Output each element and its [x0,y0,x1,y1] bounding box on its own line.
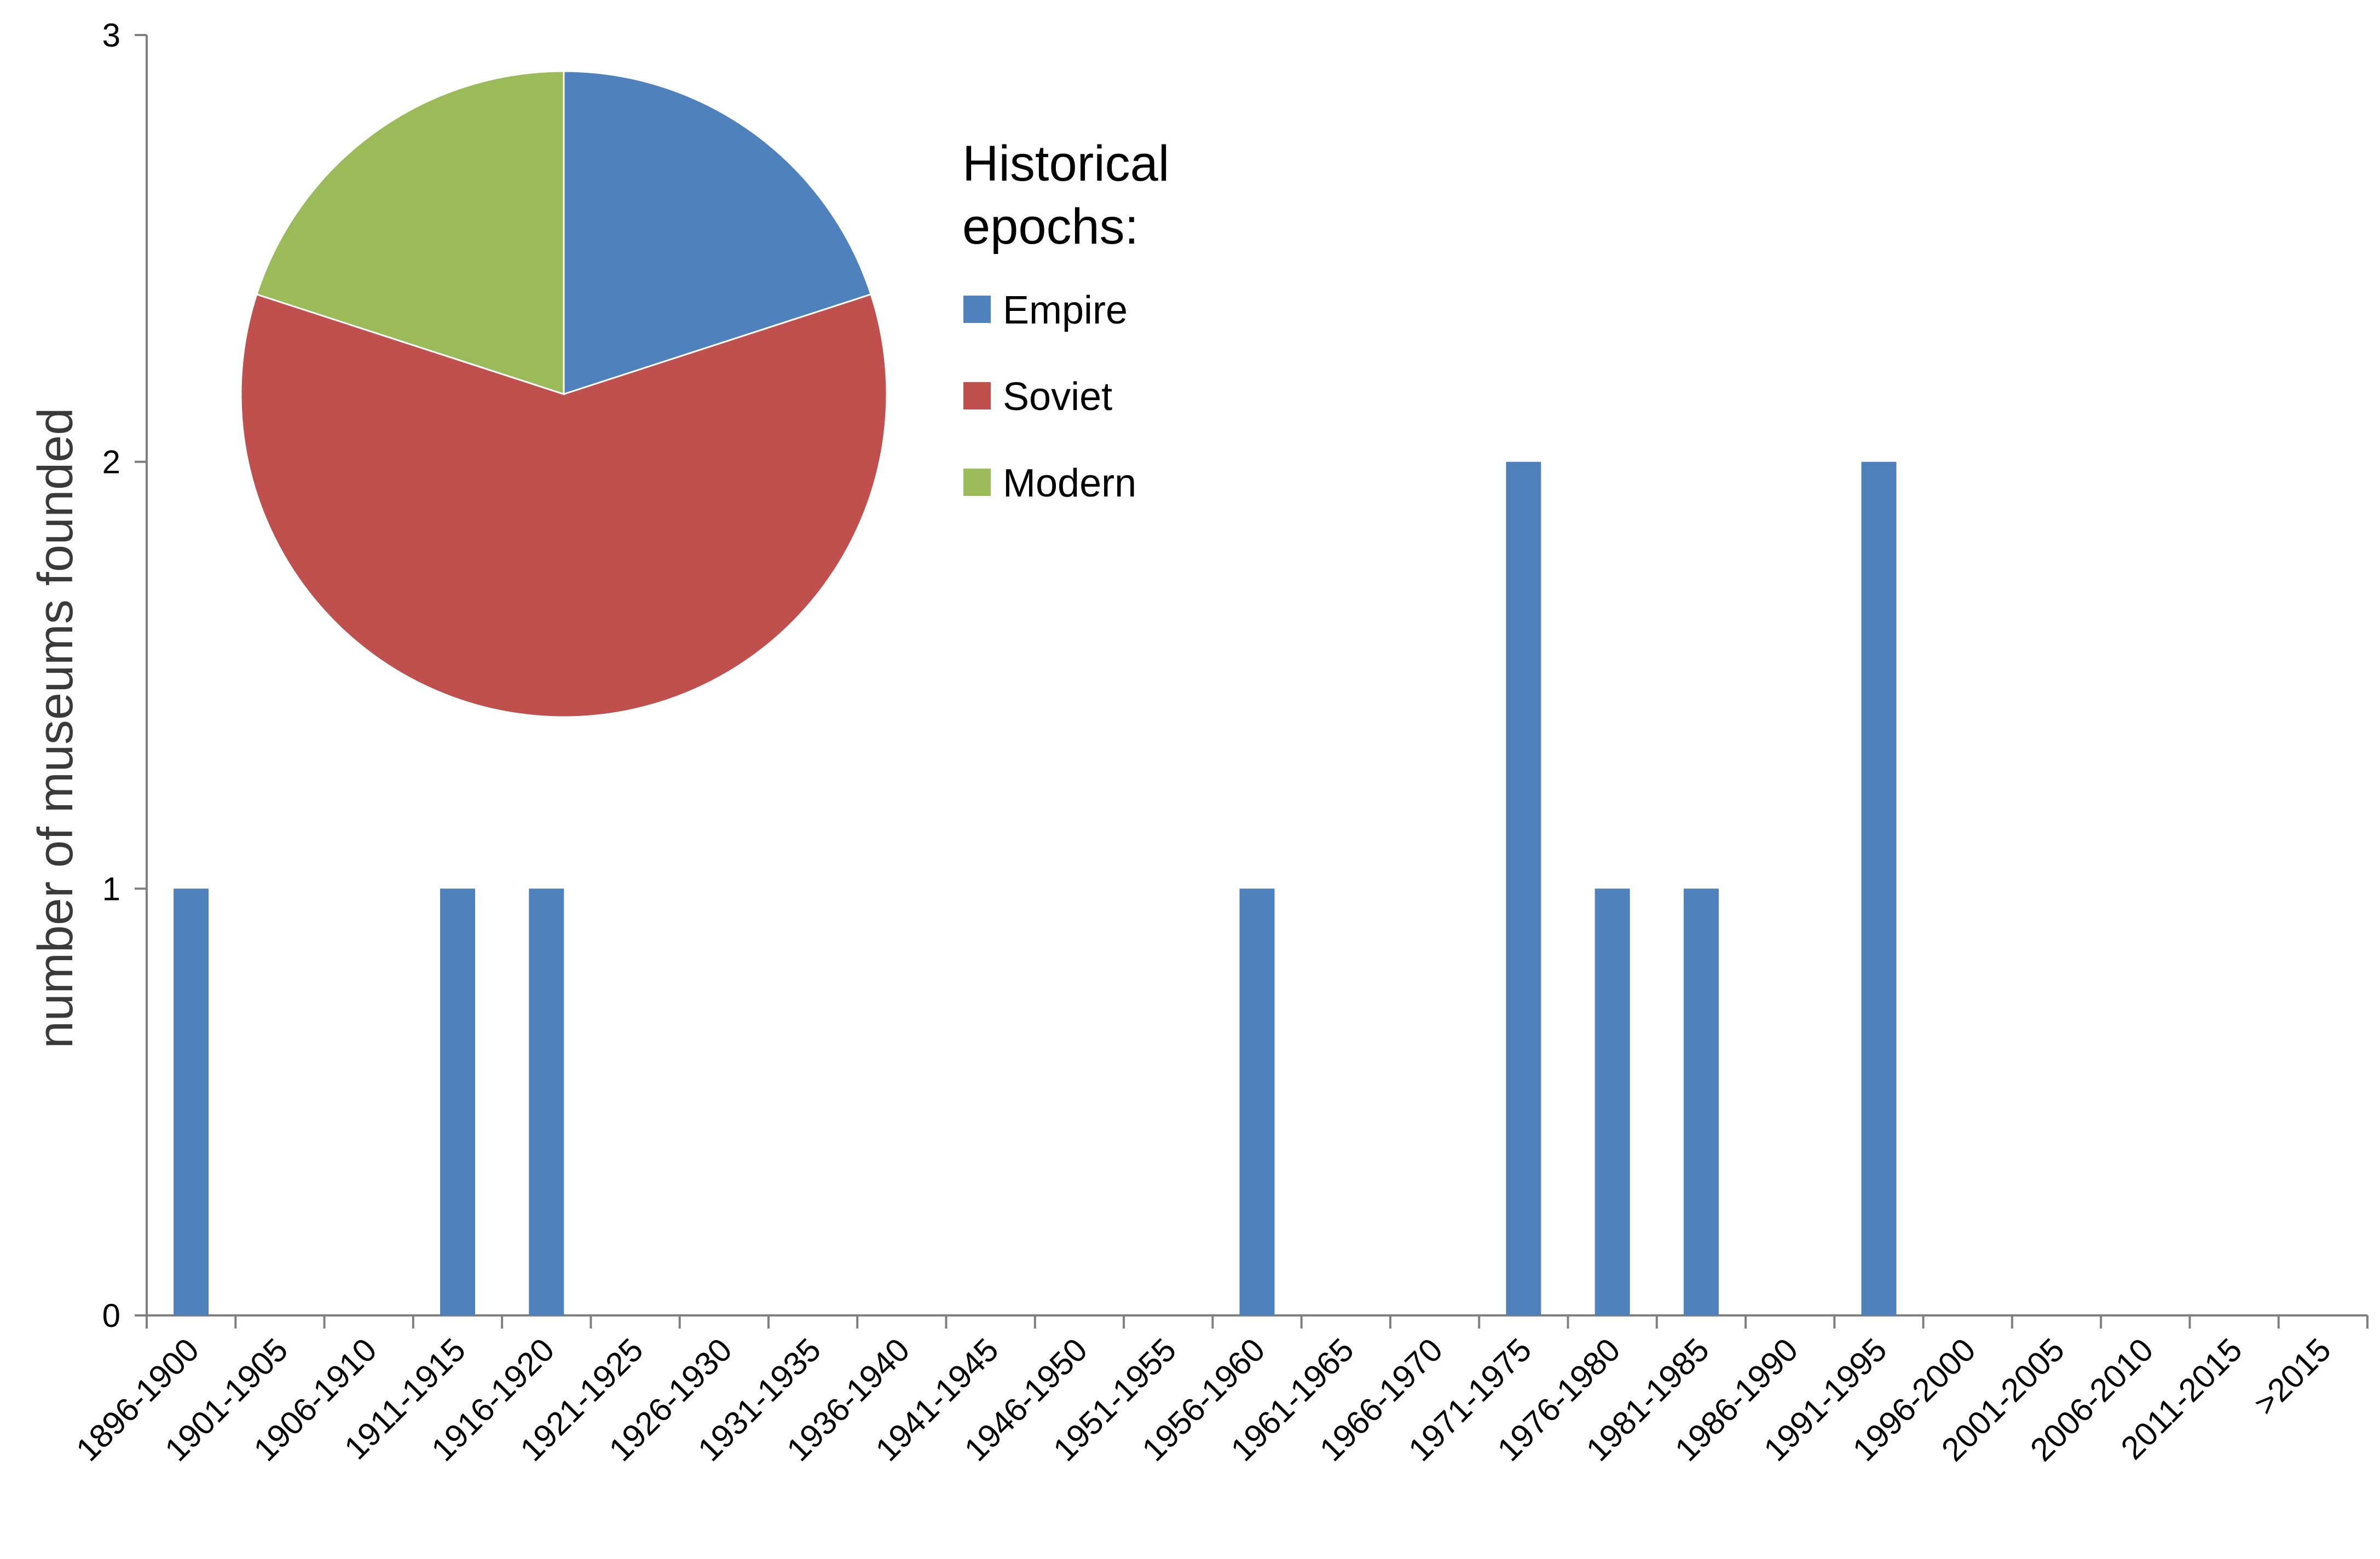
legend-label-empire: Empire [1003,288,1128,332]
legend-title-line-1: Historical [962,136,1169,192]
pie-slice-soviet [240,293,888,718]
bar-1976-1980 [1595,888,1630,1315]
y-tick-label: 0 [102,1297,120,1334]
legend-label-modern: Modern [1003,461,1136,505]
y-tick-label: 1 [102,870,120,907]
pie-chart [240,70,888,718]
legend-swatch-empire [963,296,991,323]
y-tick-label: 3 [102,17,120,54]
bar-1981-1985 [1683,888,1719,1315]
bar-1896-1900 [174,888,209,1315]
legend-swatch-modern [963,469,991,496]
pie-legend: Historical epochs: Empire Soviet Modern [962,136,1169,505]
legend-label-soviet: Soviet [1003,375,1112,419]
bar-1911-1915 [440,888,475,1315]
x-tick-label: >2015 [2247,1331,2338,1423]
bar-1971-1975 [1506,461,1541,1315]
pie-slice-empire [563,70,873,396]
legend-title-line-2: epochs: [962,199,1139,255]
pie-slice-modern [255,70,565,396]
y-tick-label: 2 [102,444,120,481]
bar-1991-1995 [1861,461,1897,1315]
bar-1916-1920 [529,888,564,1315]
y-axis-label: number of museums founded [28,408,83,1049]
legend-swatch-soviet [963,382,991,409]
bar-1956-1960 [1239,888,1275,1315]
